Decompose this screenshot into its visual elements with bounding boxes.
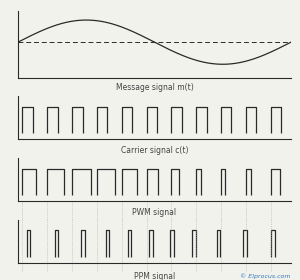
Text: © Elprocus.com: © Elprocus.com [241, 273, 291, 279]
Text: Message signal m(t): Message signal m(t) [116, 83, 194, 92]
Text: PPM signal: PPM signal [134, 272, 175, 280]
Text: Carrier signal c(t): Carrier signal c(t) [121, 146, 188, 155]
Text: PWM signal: PWM signal [132, 208, 177, 217]
